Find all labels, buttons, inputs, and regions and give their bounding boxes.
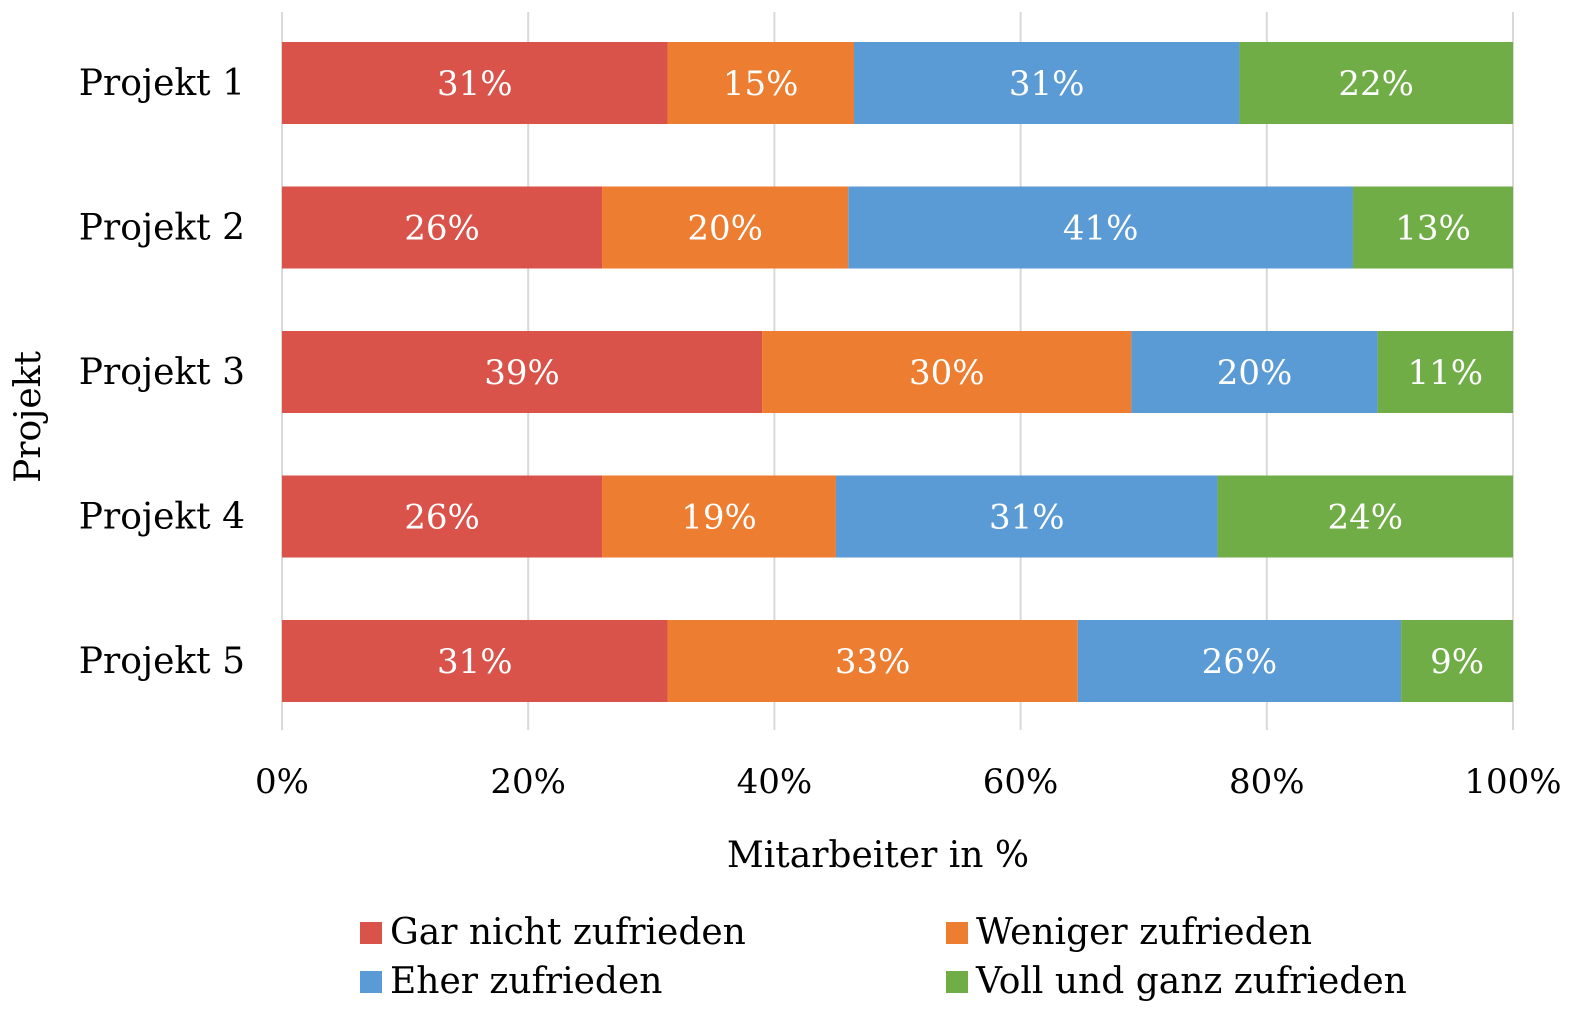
x-tick-label: 40% xyxy=(737,762,813,802)
bar-segment xyxy=(602,186,849,269)
bar-segment xyxy=(667,620,1078,702)
data-label: 22% xyxy=(1338,64,1414,104)
y-category-label: Projekt 5 xyxy=(79,641,245,682)
data-label: 31% xyxy=(989,498,1065,538)
legend-label: Eher zufrieden xyxy=(390,961,662,1002)
bar-segment xyxy=(762,331,1132,413)
x-tick-label: 100% xyxy=(1464,762,1561,802)
legend-label: Gar nicht zufrieden xyxy=(390,912,746,953)
bar-segment xyxy=(1352,186,1513,269)
legend-swatch xyxy=(360,971,382,993)
data-label: 9% xyxy=(1430,642,1484,682)
bar-segment xyxy=(853,42,1240,124)
legend-swatch xyxy=(946,922,968,944)
x-tick-label: 60% xyxy=(983,762,1059,802)
bar-segment xyxy=(602,475,836,558)
bar-segment xyxy=(282,620,668,702)
data-label: 26% xyxy=(404,209,480,249)
bar-segment xyxy=(1131,331,1378,413)
bar-segment xyxy=(282,186,603,269)
x-axis-ticks: 0% 20% 40% 60% 80% 100% xyxy=(255,762,1562,802)
bar-segment xyxy=(848,186,1353,269)
data-label: 13% xyxy=(1395,209,1471,249)
data-label: 31% xyxy=(1009,64,1085,104)
bar-segment xyxy=(282,475,603,558)
data-label: 39% xyxy=(484,353,560,393)
data-labels: 31% 15% 31% 22% 26% 20% 41% 13% 39% 30% 20% 11% 26% 1… xyxy=(404,64,1484,682)
bar-segment xyxy=(835,475,1218,558)
bar-segment xyxy=(1239,42,1513,124)
data-label: 20% xyxy=(687,209,763,249)
bar-segment xyxy=(1401,620,1513,702)
data-label: 26% xyxy=(1202,642,1278,682)
data-label: 11% xyxy=(1408,353,1484,393)
data-label: 30% xyxy=(909,353,985,393)
data-label: 33% xyxy=(835,642,911,682)
data-label: 15% xyxy=(723,64,799,104)
bars xyxy=(282,42,1513,702)
data-label: 31% xyxy=(437,64,513,104)
legend-swatch xyxy=(946,971,968,993)
x-tick-label: 20% xyxy=(490,762,566,802)
x-tick-label: 0% xyxy=(255,762,309,802)
data-label: 31% xyxy=(437,642,513,682)
y-category-label: Projekt 1 xyxy=(79,63,245,104)
legend-label: Voll und ganz zufrieden xyxy=(975,961,1407,1002)
y-category-label: Projekt 3 xyxy=(79,352,245,393)
data-label: 24% xyxy=(1327,498,1403,538)
y-category-label: Projekt 4 xyxy=(79,497,245,538)
data-label: 19% xyxy=(681,498,757,538)
data-label: 20% xyxy=(1217,353,1293,393)
bar-segment xyxy=(282,42,668,124)
bar-segment xyxy=(667,42,854,124)
legend-label: Weniger zufrieden xyxy=(976,912,1312,953)
bar-segment xyxy=(1077,620,1402,702)
bar-segment xyxy=(1217,475,1513,558)
bar-segment xyxy=(282,331,763,413)
x-axis-title: Mitarbeiter in % xyxy=(727,835,1029,876)
y-category-label: Projekt 2 xyxy=(79,208,245,249)
y-axis-categories: Projekt 1 Projekt 2 Projekt 3 Projekt 4 Proj… xyxy=(79,63,245,682)
bar-segment xyxy=(1377,331,1513,413)
y-axis-title: Projekt xyxy=(8,351,49,483)
data-label: 41% xyxy=(1063,209,1139,249)
x-tick-label: 80% xyxy=(1229,762,1305,802)
legend-swatch xyxy=(360,922,382,944)
data-label: 26% xyxy=(404,498,480,538)
legend: Gar nicht zufrieden Weniger zufrieden Eher… xyxy=(360,912,1407,1002)
